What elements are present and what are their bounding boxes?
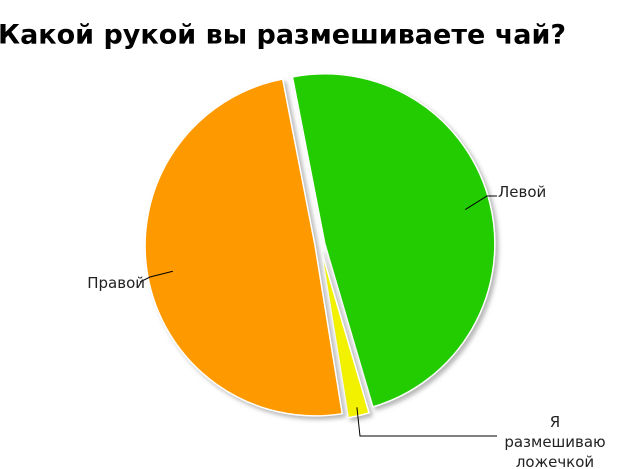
slice-label: Левой (498, 183, 547, 201)
slice-label: Правой (87, 274, 145, 292)
pie-slice (291, 73, 496, 408)
chart-title: Какой рукой вы размешиваете чай? (0, 20, 566, 51)
leader-line (464, 195, 497, 211)
leader-line (356, 407, 497, 437)
pie-slice (320, 249, 371, 419)
slice-label: Я размешиваю ложечкой (504, 413, 606, 469)
leader-line (139, 270, 173, 283)
pie-slice (144, 78, 344, 417)
